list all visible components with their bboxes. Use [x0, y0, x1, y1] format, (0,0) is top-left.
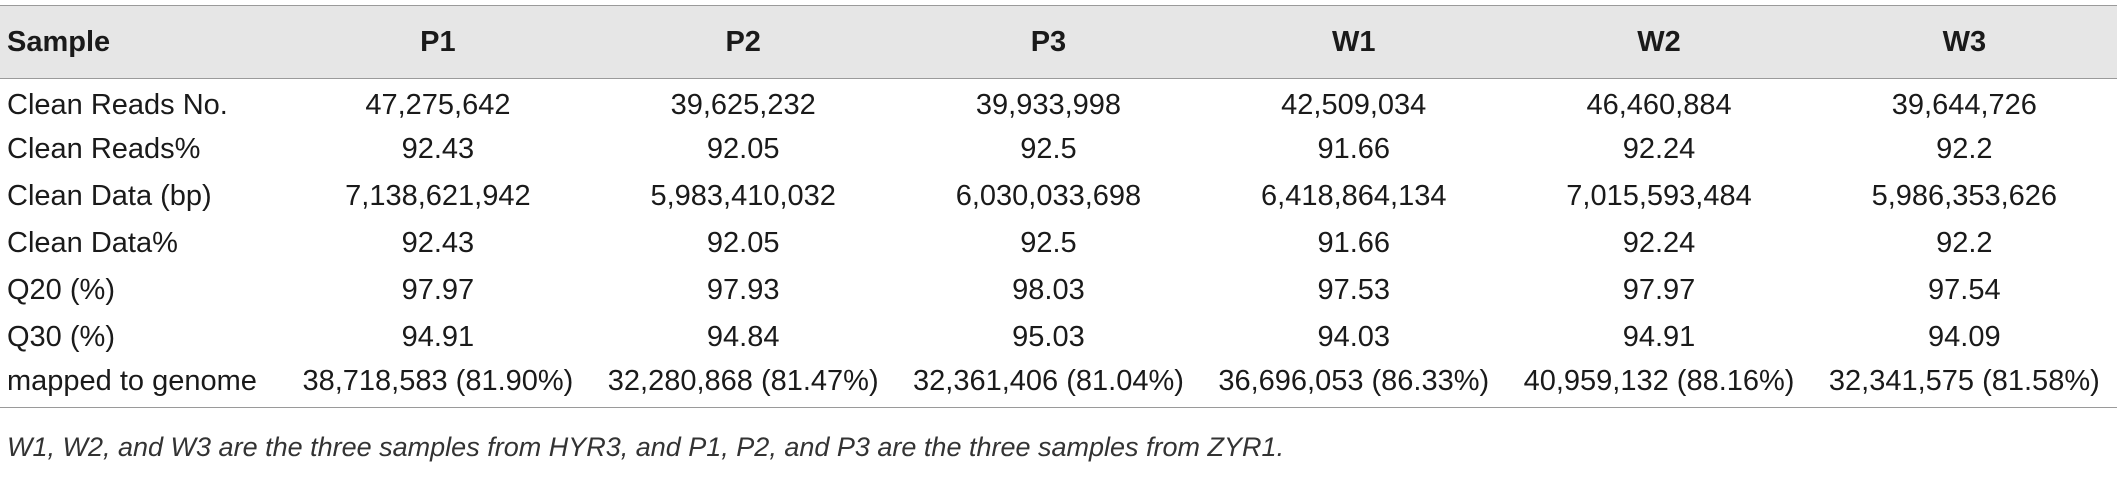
table-cell: 92.24 — [1622, 226, 1696, 259]
column-header-p1: P1 — [285, 5, 591, 79]
table-cell: 46,460,884 — [1586, 89, 1732, 122]
table-cell: 92.5 — [1020, 226, 1077, 259]
table-cell: 92.05 — [706, 226, 780, 259]
data-table: Sample P1 P2 P3 W1 W2 W3 Clean Reads No.… — [0, 5, 2117, 408]
table-cell: 36,696,053 (86.33%) — [1201, 360, 1507, 408]
table-cell: 38,718,583 (81.90%) — [285, 360, 591, 408]
table-cell: 32,280,868 (81.47%) — [590, 360, 896, 408]
table-cell: 91.66 — [1317, 132, 1391, 165]
table-cell: 97.54 — [1928, 273, 2001, 306]
table-cell: 32,361,406 (81.04%) — [895, 360, 1202, 408]
table-cell: 97.97 — [1622, 273, 1696, 306]
column-header-w3: W3 — [1811, 5, 2117, 79]
table-cell: 92.05 — [706, 132, 780, 165]
row-label: Clean Data (bp) — [7, 179, 212, 212]
table-header-row: Sample P1 P2 P3 W1 W2 W3 — [0, 5, 2117, 79]
table-cell: 98.03 — [1012, 273, 1085, 306]
table-cell: 97.53 — [1317, 273, 1391, 306]
table-cell: 5,983,410,032 — [650, 179, 836, 212]
table-cell: 6,030,033,698 — [955, 179, 1142, 212]
row-label: Clean Reads No. — [7, 89, 228, 122]
table-cell: 92.24 — [1622, 132, 1696, 165]
table-cell: 92.43 — [401, 226, 475, 259]
table-cell: 91.66 — [1317, 226, 1391, 259]
column-header-sample: Sample — [0, 5, 286, 79]
column-header-w1: W1 — [1201, 5, 1507, 79]
table-footnote: W1, W2, and W3 are the three samples fro… — [7, 432, 1285, 462]
row-label: Clean Data% — [7, 226, 178, 259]
table-cell: 92.2 — [1936, 132, 1993, 165]
table-row-q30: Q30 (%) 94.91 94.84 95.03 94.03 94.91 94… — [0, 314, 2117, 361]
column-header-w2: W2 — [1506, 5, 1812, 79]
table-cell: 39,625,232 — [670, 89, 816, 122]
table-row-clean-reads-pct: Clean Reads% 92.43 92.05 92.5 91.66 92.2… — [0, 126, 2117, 173]
table-cell: 32,341,575 (81.58%) — [1811, 360, 2117, 408]
table-row-q20: Q20 (%) 97.97 97.93 98.03 97.53 97.97 97… — [0, 267, 2117, 314]
table-cell: 95.03 — [1012, 320, 1085, 353]
table-cell: 94.84 — [706, 320, 780, 353]
table-cell: 92.2 — [1936, 226, 1993, 259]
table-cell: 5,986,353,626 — [1871, 179, 2058, 212]
table-cell: 39,933,998 — [975, 89, 1122, 122]
table-row-clean-reads-no: Clean Reads No. 47,275,642 39,625,232 39… — [0, 79, 2117, 126]
table-cell: 7,015,593,484 — [1566, 179, 1752, 212]
table-cell: 94.09 — [1928, 320, 2001, 353]
table-cell: 47,275,642 — [365, 89, 511, 122]
column-header-p3: P3 — [895, 5, 1202, 79]
table-cell: 92.5 — [1020, 132, 1077, 165]
table-cell: 94.91 — [1622, 320, 1696, 353]
table-cell: 40,959,132 (88.16%) — [1506, 360, 1812, 408]
table-cell: 7,138,621,942 — [345, 179, 531, 212]
row-label: Clean Reads% — [7, 132, 201, 165]
table-cell: 97.93 — [706, 273, 780, 306]
table-cell: 6,418,864,134 — [1261, 179, 1447, 212]
table-cell: 42,509,034 — [1281, 89, 1427, 122]
table-cell: 94.91 — [401, 320, 475, 353]
table-cell: 39,644,726 — [1891, 89, 2037, 122]
table-row-clean-data-bp: Clean Data (bp) 7,138,621,942 5,983,410,… — [0, 173, 2117, 220]
row-label: Q20 (%) — [7, 273, 115, 306]
column-header-p2: P2 — [590, 5, 896, 79]
table-cell: 97.97 — [401, 273, 475, 306]
table-cell: 94.03 — [1317, 320, 1391, 353]
row-label: mapped to genome — [0, 360, 286, 408]
table-row-clean-data-pct: Clean Data% 92.43 92.05 92.5 91.66 92.24… — [0, 220, 2117, 267]
table-cell: 92.43 — [401, 132, 475, 165]
table-row-mapped-to-genome: mapped to genome 38,718,583 (81.90%) 32,… — [0, 360, 2117, 408]
row-label: Q30 (%) — [7, 320, 115, 353]
